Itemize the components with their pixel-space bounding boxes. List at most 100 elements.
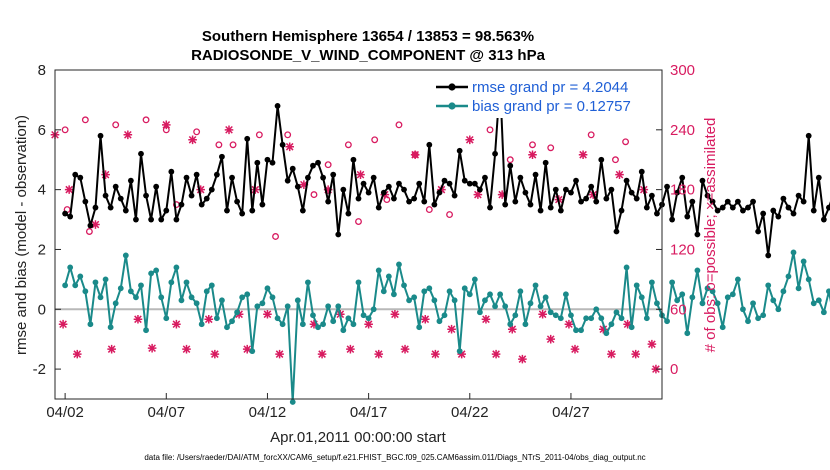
obs-assimilated-point xyxy=(578,150,588,160)
obs-possible-point xyxy=(587,131,595,139)
obs-assimilated-point xyxy=(204,314,214,324)
obs-assimilated-point xyxy=(410,150,420,160)
y-tick-label: 4 xyxy=(38,182,46,199)
rmse-point xyxy=(669,216,676,223)
bias-point xyxy=(62,282,69,289)
rmse-point xyxy=(527,201,534,208)
rmse-point xyxy=(740,207,746,214)
obs-possible-point xyxy=(425,206,433,214)
rmse-point xyxy=(492,150,498,157)
rmse-point xyxy=(117,195,124,202)
obs-assimilated-point xyxy=(346,344,355,354)
bias-point xyxy=(320,321,326,328)
rmse-point xyxy=(785,204,792,211)
rmse-point xyxy=(745,204,751,211)
obs-possible-point xyxy=(506,156,514,164)
bias-point xyxy=(628,324,635,331)
bias-point xyxy=(315,324,321,331)
bias-point xyxy=(618,315,625,322)
obs-possible-point xyxy=(193,128,201,136)
obs-possible-point xyxy=(344,141,352,149)
obs-assimilated-point xyxy=(623,319,632,329)
bias-point xyxy=(249,348,256,355)
bias-point xyxy=(299,321,306,328)
bias-point xyxy=(492,303,498,310)
obs-assimilated-point xyxy=(72,349,82,359)
bias-point xyxy=(623,264,630,271)
rmse-point xyxy=(229,174,235,181)
bias-point xyxy=(163,315,170,322)
bias-point xyxy=(345,315,352,322)
bias-point xyxy=(82,288,89,295)
obs-assimilated-point xyxy=(651,364,661,374)
obs-assimilated-point xyxy=(364,319,373,329)
bias-point xyxy=(532,282,539,289)
bias-point xyxy=(790,249,797,256)
rmse-point xyxy=(719,204,726,211)
obs-possible-point xyxy=(255,131,263,139)
rmse-point xyxy=(810,207,817,214)
bias-point xyxy=(133,294,139,301)
rmse-point xyxy=(648,192,655,199)
rmse-point xyxy=(426,141,433,148)
obs-assimilated-point xyxy=(447,324,456,334)
obs-assimilated-point xyxy=(64,185,74,194)
rmse-point xyxy=(219,153,225,160)
bias-point xyxy=(810,300,817,307)
x-tick-label: 04/17 xyxy=(350,404,388,421)
bias-point xyxy=(522,321,529,328)
x-axis-label: Apr.01,2011 00:00:00 start xyxy=(270,429,447,446)
bias-point xyxy=(148,270,155,277)
rmse-point xyxy=(608,186,615,193)
y2-tick-label: 60 xyxy=(670,301,687,318)
rmse-point xyxy=(765,252,772,259)
rmse-point xyxy=(820,216,827,223)
obs-possible-point xyxy=(272,233,279,240)
rmse-point xyxy=(87,222,94,229)
obs-assimilated-point xyxy=(91,220,100,229)
rmse-point xyxy=(320,174,326,181)
obs-assimilated-point xyxy=(133,314,143,324)
rmse-point xyxy=(588,183,595,190)
obs-possible-point xyxy=(229,141,237,149)
rmse-point xyxy=(391,195,397,202)
bias-point xyxy=(568,312,574,319)
rmse-point xyxy=(633,195,640,202)
rmse-point xyxy=(482,174,488,181)
rmse-point xyxy=(729,204,736,211)
rmse-point xyxy=(815,174,822,181)
rmse-point xyxy=(760,210,767,217)
bias-series xyxy=(62,249,830,405)
rmse-point xyxy=(628,189,635,196)
bias-point xyxy=(411,294,418,301)
bias-point xyxy=(360,312,367,319)
rmse-point xyxy=(466,180,473,187)
obs-possible-point xyxy=(215,141,223,149)
obs-assimilated-point xyxy=(309,319,319,329)
obs-assimilated-point xyxy=(607,349,616,359)
rmse-point xyxy=(800,198,807,205)
bias-point xyxy=(375,267,382,274)
obs-assimilated-point xyxy=(647,339,657,349)
obs-assimilated-point xyxy=(615,170,624,179)
rmse-point xyxy=(547,204,554,211)
bias-point xyxy=(330,318,337,325)
bias-point xyxy=(750,300,756,307)
rmse-point xyxy=(158,216,165,223)
bias-point xyxy=(406,297,412,304)
bias-point xyxy=(669,279,676,286)
rmse-point xyxy=(714,207,721,214)
bias-point xyxy=(648,279,655,286)
bias-point xyxy=(826,288,830,295)
obs-assimilated-point xyxy=(263,309,272,319)
rmse-point xyxy=(770,207,777,214)
rmse-point xyxy=(122,207,129,214)
bias-point xyxy=(780,288,787,295)
rmse-point xyxy=(350,156,357,163)
bias-point xyxy=(785,273,792,280)
obs-assimilated-point xyxy=(224,125,234,135)
obs-assimilated-point xyxy=(564,319,574,329)
rmse-point xyxy=(92,204,99,211)
rmse-point xyxy=(436,189,443,196)
obs-assimilated-point xyxy=(147,343,157,353)
